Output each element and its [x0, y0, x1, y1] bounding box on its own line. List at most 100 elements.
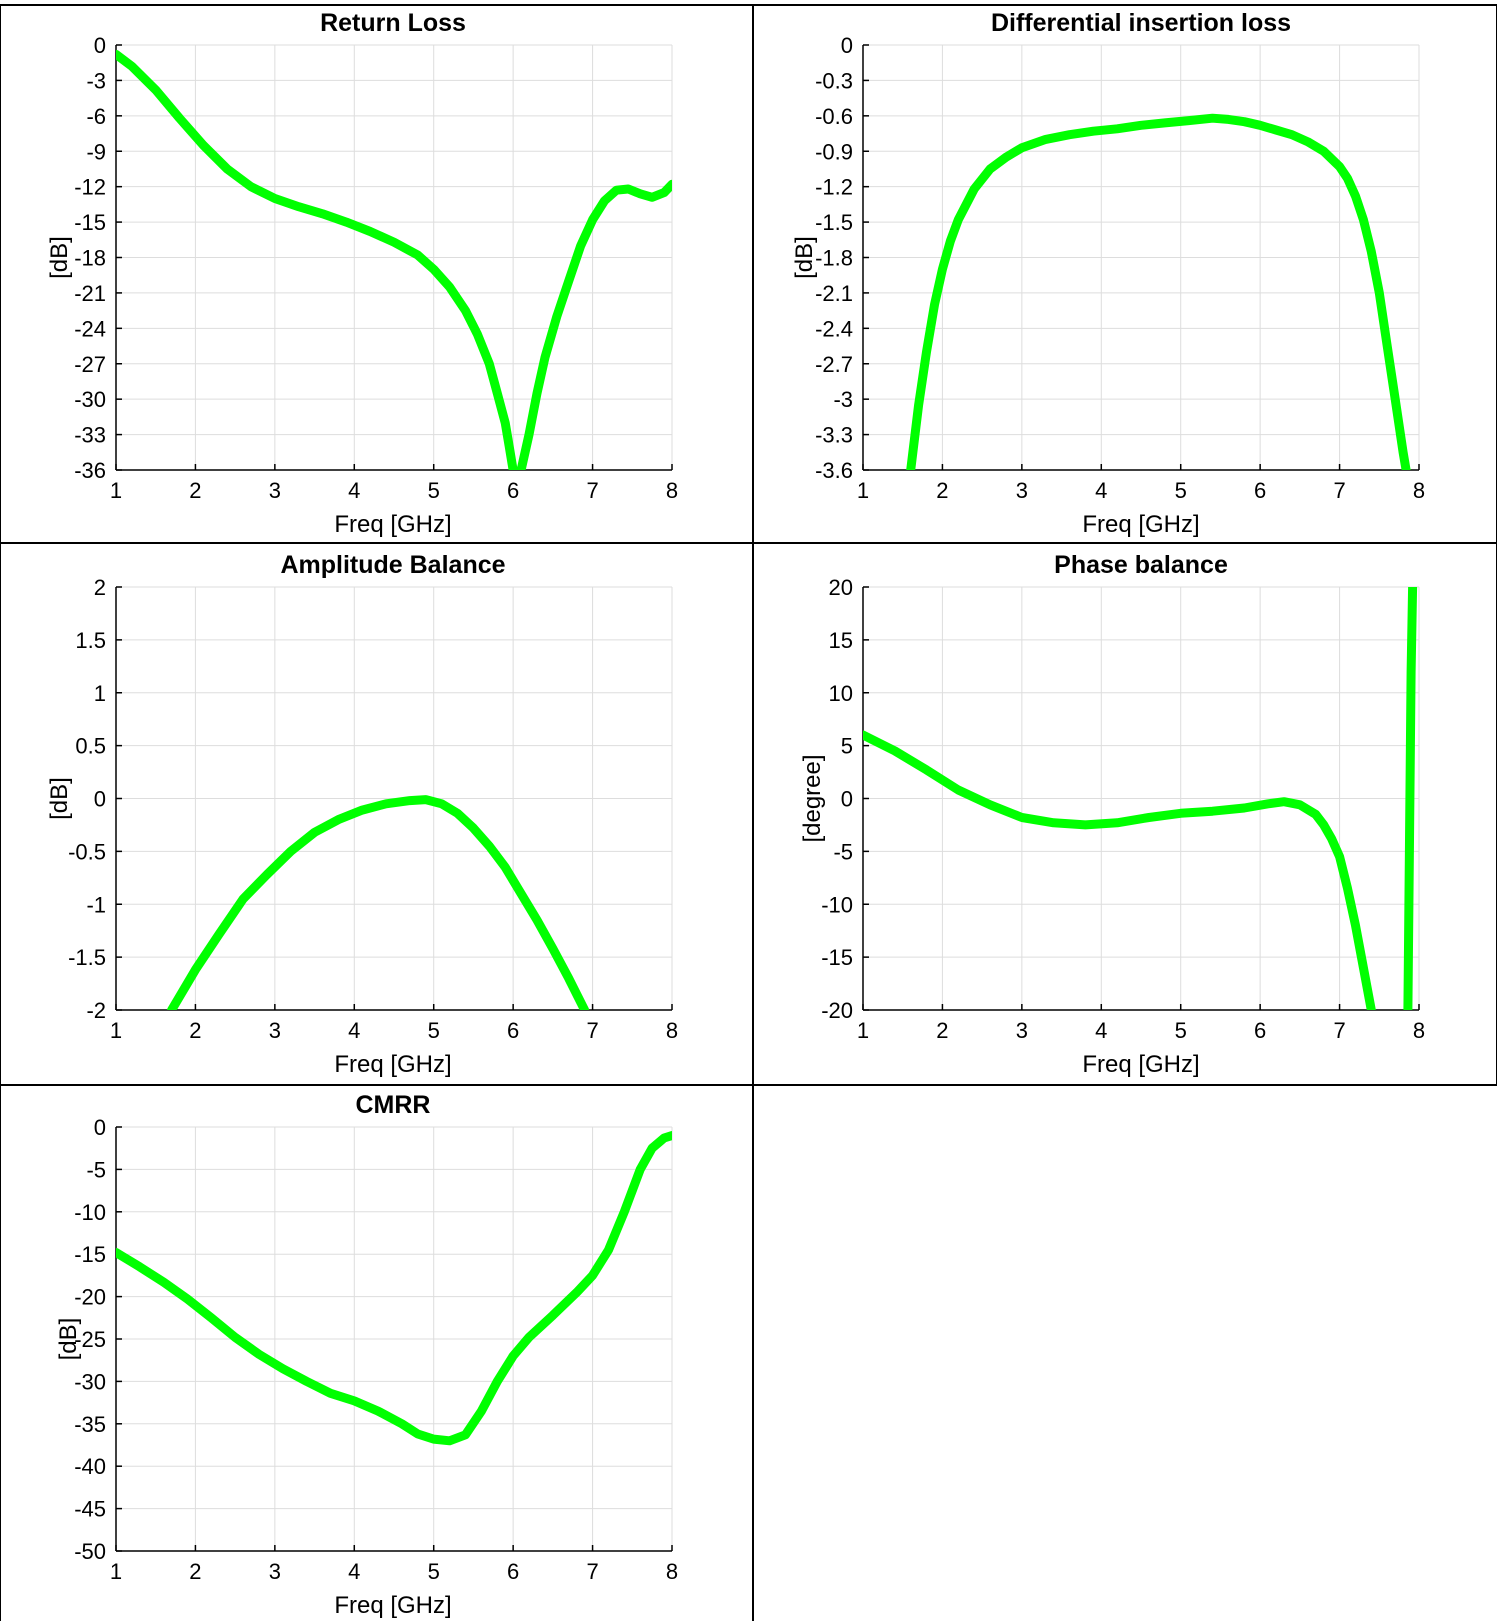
y-axis-label: [dB]	[46, 236, 73, 279]
chart-title: Phase balance	[1054, 551, 1228, 579]
y-tick-label: 0.5	[75, 734, 106, 759]
x-tick-label: 7	[586, 1559, 598, 1584]
y-tick-label: -6	[86, 104, 106, 129]
series-line-1	[167, 795, 590, 1010]
x-tick-label: 7	[1333, 478, 1345, 503]
y-tick-label: -27	[74, 352, 106, 377]
series-line-1	[906, 113, 1411, 470]
x-tick-label: 6	[507, 478, 519, 503]
x-tick-label: 7	[586, 478, 598, 503]
y-tick-label: -3.6	[815, 458, 853, 483]
y-tick-label: -50	[74, 1539, 106, 1564]
x-tick-label: 1	[110, 478, 122, 503]
y-tick-label: -21	[74, 281, 106, 306]
x-tick-label: 4	[1095, 1018, 1107, 1043]
x-tick-label: 8	[666, 1018, 678, 1043]
y-tick-label: -0.9	[815, 139, 853, 164]
series-line-1	[863, 730, 1376, 1010]
y-tick-label: -5	[833, 839, 853, 864]
subplot-4: 1 2 3 4 5 6 7 8 20 15 10 5 0 -5 -10 -15 -20 Phase balance…	[799, 551, 1425, 1078]
x-tick-label: 1	[110, 1018, 122, 1043]
x-tick-label: 7	[586, 1018, 598, 1043]
y-tick-label: -15	[74, 1242, 106, 1267]
y-tick-label: 0	[94, 1115, 106, 1140]
x-tick-label: 3	[269, 1018, 281, 1043]
y-tick-label: -45	[74, 1497, 106, 1522]
y-tick-label: -0.5	[68, 839, 106, 864]
y-tick-label: -2.7	[815, 352, 853, 377]
x-axis-label: Freq [GHz]	[334, 511, 451, 538]
y-tick-label: 1	[94, 681, 106, 706]
x-tick-label: 2	[936, 478, 948, 503]
x-tick-label: 8	[666, 478, 678, 503]
y-tick-label: -0.3	[815, 68, 853, 93]
x-tick-label: 7	[1333, 1018, 1345, 1043]
y-tick-label: -3	[833, 387, 853, 412]
x-tick-label: 1	[857, 1018, 869, 1043]
y-tick-label: -1.5	[68, 945, 106, 970]
x-tick-label: 8	[1413, 478, 1425, 503]
x-tick-label: 4	[1095, 478, 1107, 503]
y-tick-label: 20	[829, 575, 853, 600]
subplot-1: 1 2 3 4 5 6 7 8 0 -3 -6 -9 -12 -15 -18 -21 -24 -27 -30 -33 -…	[46, 9, 678, 538]
y-tick-label: -33	[74, 423, 106, 448]
y-tick-label: 10	[829, 681, 853, 706]
y-tick-label: -30	[74, 387, 106, 412]
y-tick-label: -15	[74, 210, 106, 235]
x-tick-label: 3	[1016, 478, 1028, 503]
x-tick-label: 2	[936, 1018, 948, 1043]
x-tick-label: 3	[269, 1559, 281, 1584]
y-tick-label: 0	[841, 787, 853, 812]
x-tick-label: 5	[428, 478, 440, 503]
y-axis-label: [dB]	[55, 1318, 82, 1361]
x-tick-label: 2	[189, 1018, 201, 1043]
x-tick-label: 5	[428, 1018, 440, 1043]
x-axis-label: Freq [GHz]	[1082, 511, 1199, 538]
y-axis-label: [dB]	[46, 777, 73, 820]
y-tick-label: -20	[821, 998, 853, 1023]
y-tick-label: -9	[86, 139, 106, 164]
y-tick-label: -10	[74, 1200, 106, 1225]
y-tick-label: -1.8	[815, 246, 853, 271]
x-tick-label: 5	[1175, 1018, 1187, 1043]
y-tick-label: -0.6	[815, 104, 853, 129]
y-tick-label: -10	[821, 892, 853, 917]
y-tick-label: -1	[86, 892, 106, 917]
y-tick-label: 15	[829, 628, 853, 653]
x-tick-label: 6	[1254, 1018, 1266, 1043]
chart-title: CMRR	[356, 1091, 431, 1119]
y-tick-label: -2.4	[815, 316, 853, 341]
x-tick-label: 4	[348, 478, 360, 503]
y-tick-label: -24	[74, 316, 106, 341]
x-axis-label: Freq [GHz]	[334, 1592, 451, 1619]
x-tick-label: 4	[348, 1018, 360, 1043]
y-tick-label: -1.2	[815, 175, 853, 200]
x-tick-label: 1	[110, 1559, 122, 1584]
y-tick-label: -1.5	[815, 210, 853, 235]
series-line-1	[116, 49, 672, 470]
y-tick-label: -3.3	[815, 423, 853, 448]
y-tick-label: -5	[86, 1157, 106, 1182]
chart-title: Amplitude Balance	[280, 551, 505, 579]
x-tick-label: 1	[857, 478, 869, 503]
chart-title: Differential insertion loss	[991, 9, 1291, 37]
subplot-2: 1 2 3 4 5 6 7 8 0 -0.3 -0.6 -0.9 -1.2 -1.5 -1.8 -2.1 -2.…	[791, 9, 1425, 538]
y-tick-label: 0	[94, 787, 106, 812]
x-tick-label: 3	[1016, 1018, 1028, 1043]
y-tick-label: -2.1	[815, 281, 853, 306]
x-tick-label: 8	[1413, 1018, 1425, 1043]
y-tick-label: -40	[74, 1454, 106, 1479]
x-tick-label: 6	[507, 1018, 519, 1043]
x-tick-label: 4	[348, 1559, 360, 1584]
x-tick-label: 8	[666, 1559, 678, 1584]
y-tick-label: 2	[94, 575, 106, 600]
x-tick-label: 5	[428, 1559, 440, 1584]
y-tick-label: 1.5	[75, 628, 106, 653]
y-tick-label: -15	[821, 945, 853, 970]
x-tick-label: 2	[189, 1559, 201, 1584]
y-tick-label: 5	[841, 734, 853, 759]
subplot-3: 1 2 3 4 5 6 7 8 2 1.5 1 0.5 0 -0.5 -1 -1.5 -2 Amplitude B…	[46, 551, 678, 1078]
x-axis-label: Freq [GHz]	[334, 1051, 451, 1078]
x-tick-label: 6	[507, 1559, 519, 1584]
